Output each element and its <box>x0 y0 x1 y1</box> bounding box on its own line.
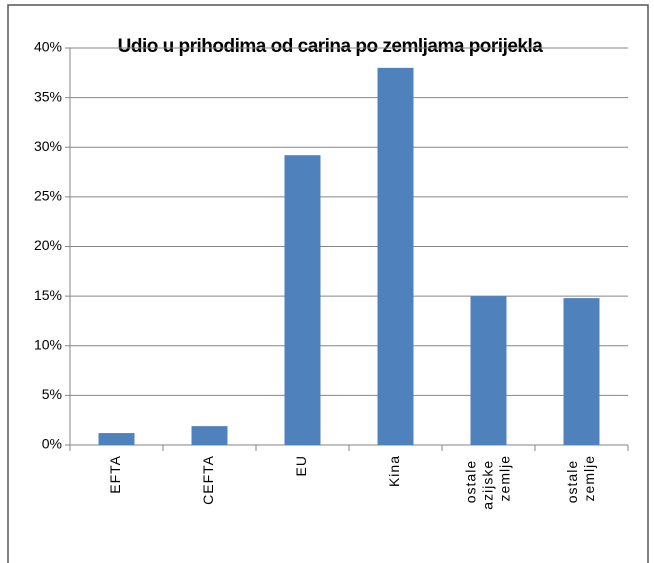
y-tick-label: 25% <box>34 188 62 204</box>
bar <box>191 426 228 445</box>
x-tick-label: CEFTA <box>200 455 216 505</box>
x-tick-group: Kina <box>386 455 402 487</box>
x-tick-group: ostale azijske zemlje <box>462 455 512 510</box>
bar <box>98 433 135 445</box>
y-tick-label: 5% <box>42 386 62 402</box>
y-tick-label: 10% <box>34 336 62 352</box>
x-tick-label: ostale azijske zemlje <box>462 455 512 510</box>
x-tick-group: EU <box>293 455 309 476</box>
x-tick-group: ostale zemlje <box>564 455 597 503</box>
bar <box>284 155 321 445</box>
x-tick-label: EFTA <box>107 455 123 494</box>
y-tick-label: 35% <box>34 88 62 104</box>
bar <box>470 296 507 445</box>
frame <box>7 4 649 563</box>
chart-title: Udio u prihodima od carina po zemljama p… <box>118 36 544 57</box>
x-tick-group: EFTA <box>107 455 123 494</box>
x-tick-label: ostale zemlje <box>564 455 597 503</box>
bar <box>377 67 414 445</box>
bar <box>563 298 600 445</box>
y-tick-label: 15% <box>34 287 62 303</box>
y-tick-label: 20% <box>34 237 62 253</box>
x-tick-label: EU <box>293 455 309 476</box>
y-tick-label: 30% <box>34 138 62 154</box>
x-tick-group: CEFTA <box>200 455 216 505</box>
y-tick-label: 0% <box>42 436 62 452</box>
x-tick-label: Kina <box>386 455 402 487</box>
y-tick-label: 40% <box>34 39 62 55</box>
